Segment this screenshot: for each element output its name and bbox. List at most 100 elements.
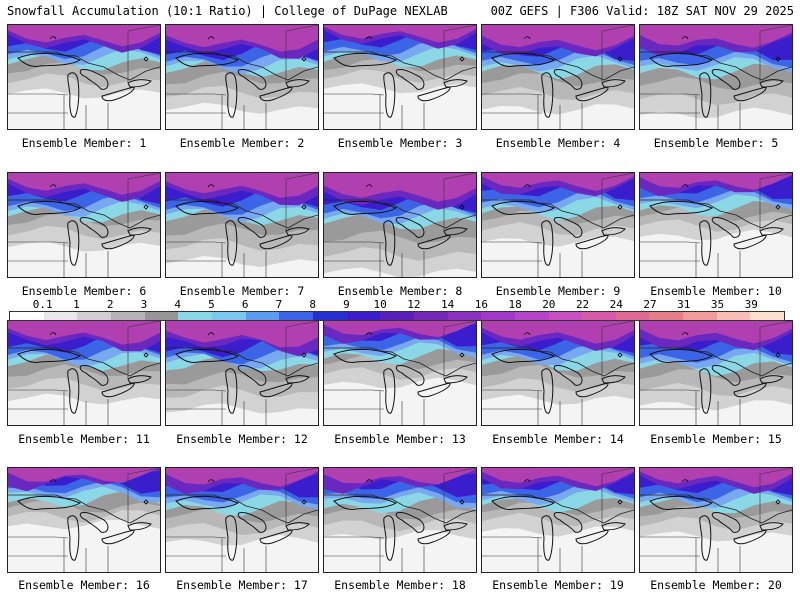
snowfall-map: [640, 468, 792, 572]
ensemble-member-label: Ensemble Member: 5: [653, 136, 779, 150]
colorbar-label: 14: [440, 298, 455, 311]
colorbar-label: 6: [241, 298, 249, 311]
colorbar-label: 10: [373, 298, 387, 311]
state-border: [166, 25, 318, 129]
snow-band-16in: [8, 468, 160, 483]
snow-band-16in: [482, 321, 634, 344]
snowfall-map: [324, 173, 476, 277]
lake-outline: [237, 69, 267, 90]
state-border: [640, 468, 792, 572]
state-border: [482, 321, 634, 425]
border-line: [324, 494, 476, 524]
lake-nipigon-outline: [207, 184, 215, 188]
lake-outline: [101, 86, 135, 102]
lake-outline: [699, 515, 712, 561]
snow-band-16in: [166, 173, 318, 198]
city-marker: [301, 352, 307, 358]
lake-outline: [127, 522, 152, 531]
lake-outline: [733, 234, 767, 250]
lake-outline: [225, 220, 238, 266]
lake-outline: [541, 368, 554, 414]
state-border: [8, 173, 160, 277]
border-line: [166, 347, 318, 377]
lake-outline: [711, 365, 741, 386]
snowfall-map: [8, 321, 160, 425]
colorbar-swatch: [413, 312, 448, 320]
ensemble-member-label: Ensemble Member: 4: [495, 136, 621, 150]
state-border: [640, 25, 792, 129]
colorbar-swatch: [77, 312, 111, 320]
ensemble-map-panel: [7, 320, 161, 426]
lake-outline: [127, 79, 152, 88]
colorbar-label: 20: [542, 298, 556, 311]
city-marker: [143, 56, 149, 62]
colorbar-label: 2: [106, 298, 114, 311]
ensemble-member-label: Ensemble Member: 9: [495, 284, 621, 298]
lake-outline: [127, 227, 152, 236]
colorbar-label: 4: [174, 298, 181, 311]
lake-outline: [699, 368, 712, 414]
snowfall-map: [482, 468, 634, 572]
lake-outline: [443, 522, 468, 531]
lake-outline: [395, 365, 425, 386]
lake-outline: [575, 86, 609, 102]
lake-outline: [67, 368, 80, 414]
border-line: [8, 347, 160, 377]
border-line: [640, 199, 792, 229]
city-marker: [459, 499, 465, 505]
lake-outline: [383, 220, 396, 266]
lake-nipigon-outline: [207, 36, 215, 40]
lake-outline: [79, 365, 109, 386]
lake-outline: [225, 72, 238, 118]
lake-outline: [553, 69, 583, 90]
lake-outline: [553, 365, 583, 386]
snowfall-map: [8, 25, 160, 129]
snow-band-16in: [482, 173, 634, 191]
lake-outline: [491, 495, 556, 510]
ensemble-map-panel: [7, 467, 161, 573]
lake-outline: [225, 515, 238, 561]
state-border: [166, 321, 318, 425]
snow-band-16in: [166, 468, 318, 487]
ensemble-member-label: Ensemble Member: 15: [650, 432, 782, 446]
lake-outline: [237, 512, 267, 533]
snow-band-16in: [8, 25, 160, 47]
city-marker: [301, 56, 307, 62]
lake-outline: [649, 348, 714, 363]
city-marker: [617, 499, 623, 505]
ensemble-member-label: Ensemble Member: 16: [18, 578, 150, 592]
snow-band-16in: [324, 321, 476, 338]
state-border: [8, 468, 160, 572]
ensemble-map-panel: [165, 320, 319, 426]
lake-outline: [333, 495, 398, 510]
lake-outline: [541, 72, 554, 118]
lake-nipigon-outline: [365, 479, 373, 483]
lake-outline: [285, 522, 310, 531]
ensemble-member-label: Ensemble Member: 3: [337, 136, 463, 150]
city-marker: [301, 204, 307, 210]
lake-outline: [759, 79, 784, 88]
lake-outline: [67, 72, 80, 118]
lake-outline: [541, 220, 554, 266]
lake-outline: [383, 515, 396, 561]
colorbar-label: 0.1: [32, 298, 53, 311]
lake-outline: [175, 52, 240, 67]
ensemble-member-label: Ensemble Member: 17: [176, 578, 308, 592]
lake-outline: [759, 227, 784, 236]
lake-outline: [17, 52, 82, 67]
ensemble-map-panel: [323, 172, 477, 278]
ensemble-map-panel: [481, 320, 635, 426]
colorbar-label: 24: [609, 298, 623, 311]
lake-outline: [733, 86, 767, 102]
colorbar-swatch: [649, 312, 684, 320]
colorbar-label: 9: [343, 298, 350, 311]
lake-outline: [575, 234, 609, 250]
state-border: [166, 173, 318, 277]
snowfall-map: [324, 321, 476, 425]
lake-outline: [67, 220, 80, 266]
border-line: [640, 347, 792, 377]
snowfall-map: [482, 173, 634, 277]
border-line: [166, 51, 318, 81]
ensemble-map-panel: [323, 320, 477, 426]
snowfall-map: [166, 25, 318, 129]
